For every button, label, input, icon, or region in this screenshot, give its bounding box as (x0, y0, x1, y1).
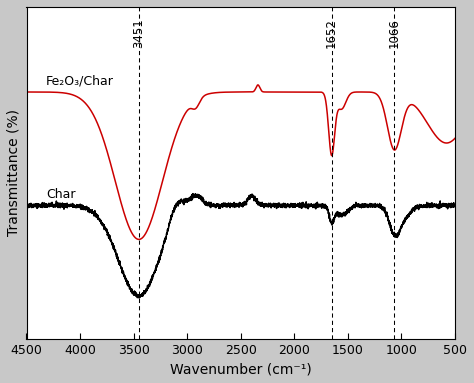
Text: Fe₂O₃/Char: Fe₂O₃/Char (46, 74, 114, 87)
X-axis label: Wavenumber (cm⁻¹): Wavenumber (cm⁻¹) (170, 362, 311, 376)
Text: 1066: 1066 (388, 18, 401, 48)
Text: Char: Char (46, 188, 75, 201)
Y-axis label: Transmittance (%): Transmittance (%) (7, 109, 21, 236)
Text: 3451: 3451 (132, 18, 146, 48)
Text: 1652: 1652 (325, 18, 338, 48)
